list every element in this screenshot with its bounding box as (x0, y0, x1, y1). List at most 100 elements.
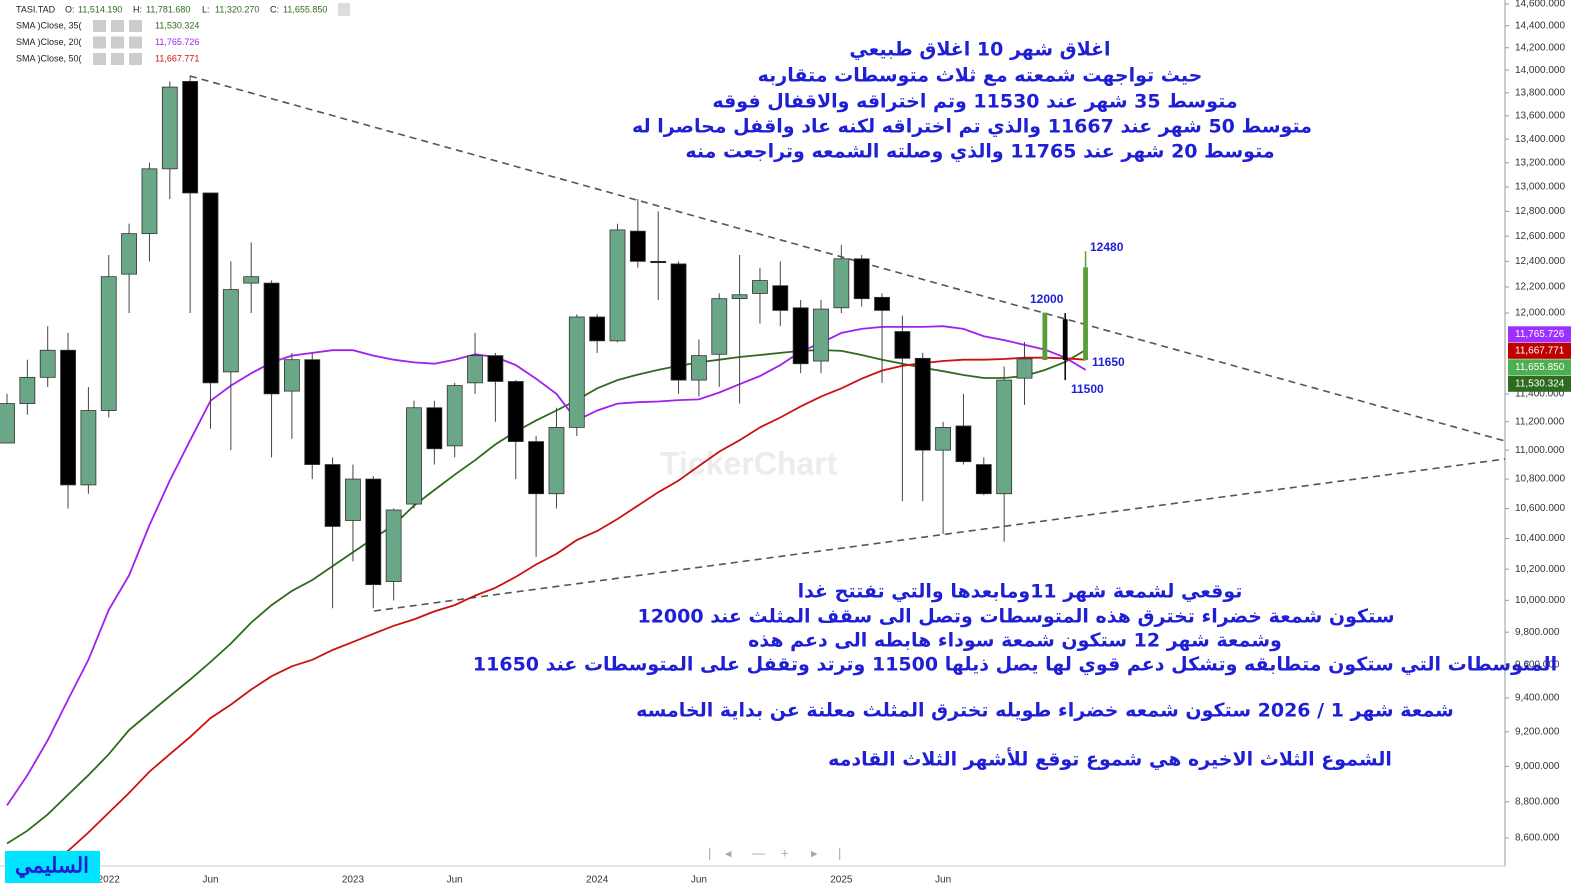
candle-body (507, 381, 524, 442)
y-tick-label: 13,800.000 (1515, 87, 1565, 98)
legend-name: SMA )Close, 20( (16, 37, 82, 47)
annotation: متوسط 20 شهر عند 11765 والذي وصلته الشمع… (685, 141, 1274, 164)
candle-body (202, 192, 219, 384)
annotation: متوسط 35 شهر عند 11530 وتم اختراقه والاق… (712, 91, 1237, 113)
legend-icon (111, 20, 124, 32)
ohlc-label: L: (202, 4, 210, 14)
price-badge-label: 11,530.324 (1515, 378, 1565, 389)
candle-body (914, 357, 931, 451)
legend-icon (129, 20, 142, 32)
y-tick-label: 12,400.000 (1515, 256, 1565, 267)
y-tick-label: 8,800.000 (1515, 796, 1560, 807)
x-tick-label: 2024 (586, 875, 609, 886)
y-tick-label: 13,400.000 (1515, 134, 1565, 145)
price-badge (1508, 375, 1571, 392)
candle-body (528, 441, 544, 495)
y-tick-label: 14,400.000 (1515, 20, 1565, 31)
nav-icon[interactable]: ▸ (811, 845, 818, 860)
candle-body (894, 331, 911, 359)
candle-body (0, 403, 15, 444)
sma-line (6, 325, 1087, 806)
candle-body (39, 349, 56, 378)
price-annotation: 12480 (1090, 240, 1124, 254)
candle-body (996, 379, 1013, 495)
legend: TASI.TAD O: 11,514.190 H: 11,781.680 L: 11,320… (16, 3, 350, 65)
annotation: وشمعة شهر 12 ستكون شمعة سوداء هابطه الى … (748, 630, 1282, 652)
candle-body (568, 316, 585, 428)
nav-icon[interactable]: | (838, 845, 841, 860)
price-badge (1508, 342, 1571, 359)
candle-body (813, 308, 829, 362)
price-annotation: 11500 (1071, 382, 1104, 396)
candle-body (385, 509, 402, 582)
candle-body (833, 258, 850, 309)
annotation: ستكون شمعة خضراء تخترق هذه المتوسطات وتص… (637, 606, 1394, 628)
candle-body (121, 233, 137, 275)
y-tick-label: 9,600.000 (1515, 659, 1560, 670)
navigation: | ◂ — + ▸ | (708, 845, 841, 860)
annotation: الشموع الثلاث الاخيره هي شموع توقع للأشه… (828, 748, 1392, 771)
annotation: شمعة شهر 1 / 2026 ستكون شمعه خضراء طويله… (636, 700, 1454, 722)
candle-body (243, 276, 260, 284)
candle-body (772, 285, 789, 311)
ohlc-label: H: (133, 4, 142, 14)
annotation: اغلاق شهر 10 اغلاق طبيعي (849, 39, 1110, 61)
candle-body (609, 229, 626, 342)
ohlc-label: C: (270, 4, 279, 14)
nav-icon[interactable]: | (708, 845, 711, 860)
candle-body (548, 426, 565, 495)
candle-body (161, 86, 178, 170)
y-tick-label: 9,400.000 (1515, 692, 1560, 703)
nav-icon[interactable]: ◂ (725, 845, 732, 860)
candle-body (752, 280, 768, 294)
nav-icon[interactable]: + (781, 845, 789, 860)
candle-body (1062, 319, 1068, 361)
y-tick-label: 9,200.000 (1515, 726, 1560, 737)
legend-name: SMA )Close, 50( (16, 53, 82, 63)
legend-icon (93, 53, 106, 65)
y-tick-label: 10,400.000 (1515, 533, 1565, 544)
candle-body (446, 385, 463, 447)
candle-body (487, 355, 504, 382)
candle-body (853, 258, 870, 300)
y-tick-label: 12,800.000 (1515, 206, 1565, 217)
candle-body (711, 298, 728, 355)
candle-body (406, 407, 422, 505)
y-tick-label: 14,600.000 (1515, 0, 1565, 10)
ohlc-value: 11,655.850 (283, 4, 327, 14)
candle-body (426, 407, 443, 450)
y-tick-label: 8,600.000 (1515, 833, 1560, 844)
candle-body (100, 276, 117, 411)
price-badge (1508, 359, 1571, 376)
legend-icon (93, 20, 106, 32)
y-tick-label: 13,200.000 (1515, 157, 1565, 168)
ohlc-value: 11,514.190 (78, 4, 122, 14)
candle-body (1083, 267, 1088, 361)
x-tick-label: 2023 (342, 875, 365, 886)
candle-body (650, 260, 667, 264)
candle-body (792, 307, 809, 365)
ohlc-value: 11,781.680 (146, 4, 190, 14)
symbol: TASI.TAD (16, 4, 56, 14)
x-tick-label: Jun (202, 875, 218, 886)
price-badge (1508, 326, 1571, 343)
candle-body (222, 289, 239, 373)
candle-body (975, 464, 992, 495)
y-tick-label: 11,400.000 (1515, 389, 1565, 400)
price-badge-label: 11,667.771 (1515, 345, 1565, 356)
legend-value: 11,530.324 (155, 20, 199, 30)
sma-line (47, 356, 1086, 863)
price-annotation: 12000 (1030, 292, 1064, 306)
legend-icon (111, 36, 124, 49)
y-tick-label: 14,200.000 (1515, 42, 1565, 53)
y-tick-label: 12,000.000 (1515, 308, 1565, 319)
nav-icon[interactable]: — (752, 845, 765, 860)
sma-line (6, 349, 1087, 845)
legend-value: 11,765.726 (155, 37, 199, 47)
y-tick-label: 11,200.000 (1515, 416, 1565, 427)
candle-body (19, 376, 36, 404)
candle-body (874, 296, 890, 311)
